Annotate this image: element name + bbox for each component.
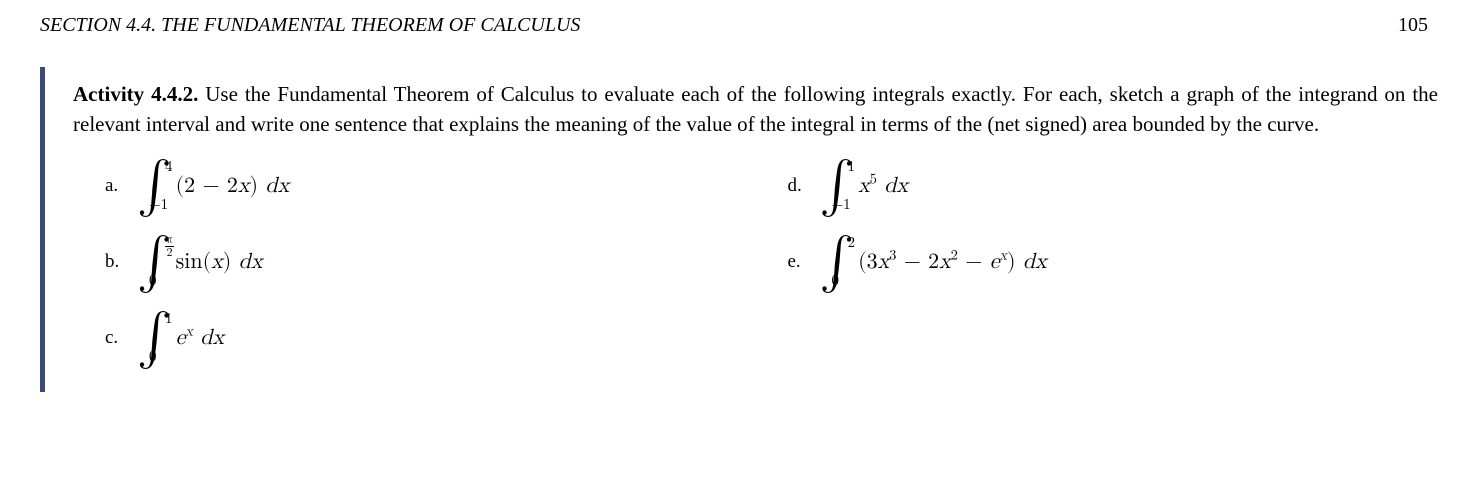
integrand: (2 − 2x) dx: [176, 173, 290, 199]
integrand: ex dx: [176, 325, 225, 351]
activity-title: Activity 4.4.2.: [73, 82, 198, 106]
integral-sign-icon: 1 ∫ 0: [137, 316, 172, 360]
integral-b: π 2 ∫ 0 sin(x) dx: [137, 240, 263, 284]
integral-sign-icon: π 2 ∫ 0: [137, 240, 172, 284]
integrand: sin(x) dx: [176, 249, 263, 275]
integral-sign-icon: 4 ∫ −1: [137, 164, 172, 208]
exercise-columns: a. 4 ∫ −1 (2 − 2x) dx b. π: [73, 144, 1438, 380]
page-number: 105: [1398, 14, 1428, 37]
integral-sign-icon: 1 ∫ −1: [820, 164, 855, 208]
exercise-a: a. 4 ∫ −1 (2 − 2x) dx: [105, 152, 756, 220]
activity-intro: Activity 4.4.2. Use the Fundamental Theo…: [73, 79, 1438, 140]
integral-sign-icon: 2 ∫ 0: [820, 240, 855, 284]
exercise-label: a.: [105, 175, 123, 197]
integral-e: 2 ∫ 0 (3x3 − 2x2 − ex) dx: [820, 240, 1047, 284]
column-right: d. 1 ∫ −1 x5 dx e. 2 ∫ 0: [756, 144, 1439, 380]
exercise-c: c. 1 ∫ 0 ex dx: [105, 304, 756, 372]
integrand: x5 dx: [858, 173, 908, 199]
column-left: a. 4 ∫ −1 (2 − 2x) dx b. π: [73, 144, 756, 380]
section-title: SECTION 4.4. THE FUNDAMENTAL THEOREM OF …: [40, 14, 580, 37]
activity-intro-text: Use the Fundamental Theorem of Calculus …: [73, 82, 1438, 136]
exercise-d: d. 1 ∫ −1 x5 dx: [788, 152, 1439, 220]
integral-a: 4 ∫ −1 (2 − 2x) dx: [137, 164, 289, 208]
fraction: π 2: [165, 234, 174, 259]
exercise-b: b. π 2 ∫ 0 sin(x) dx: [105, 228, 756, 296]
exercise-label: d.: [788, 175, 806, 197]
running-header: SECTION 4.4. THE FUNDAMENTAL THEOREM OF …: [0, 0, 1468, 37]
integral-d: 1 ∫ −1 x5 dx: [820, 164, 909, 208]
integral-c: 1 ∫ 0 ex dx: [137, 316, 224, 360]
integrand: (3x3 − 2x2 − ex) dx: [858, 249, 1047, 275]
exercise-label: b.: [105, 251, 123, 273]
exercise-e: e. 2 ∫ 0 (3x3 − 2x2 − ex) dx: [788, 228, 1439, 296]
activity-block: Activity 4.4.2. Use the Fundamental Theo…: [40, 67, 1438, 392]
exercise-label: c.: [105, 327, 123, 349]
exercise-label: e.: [788, 251, 806, 273]
